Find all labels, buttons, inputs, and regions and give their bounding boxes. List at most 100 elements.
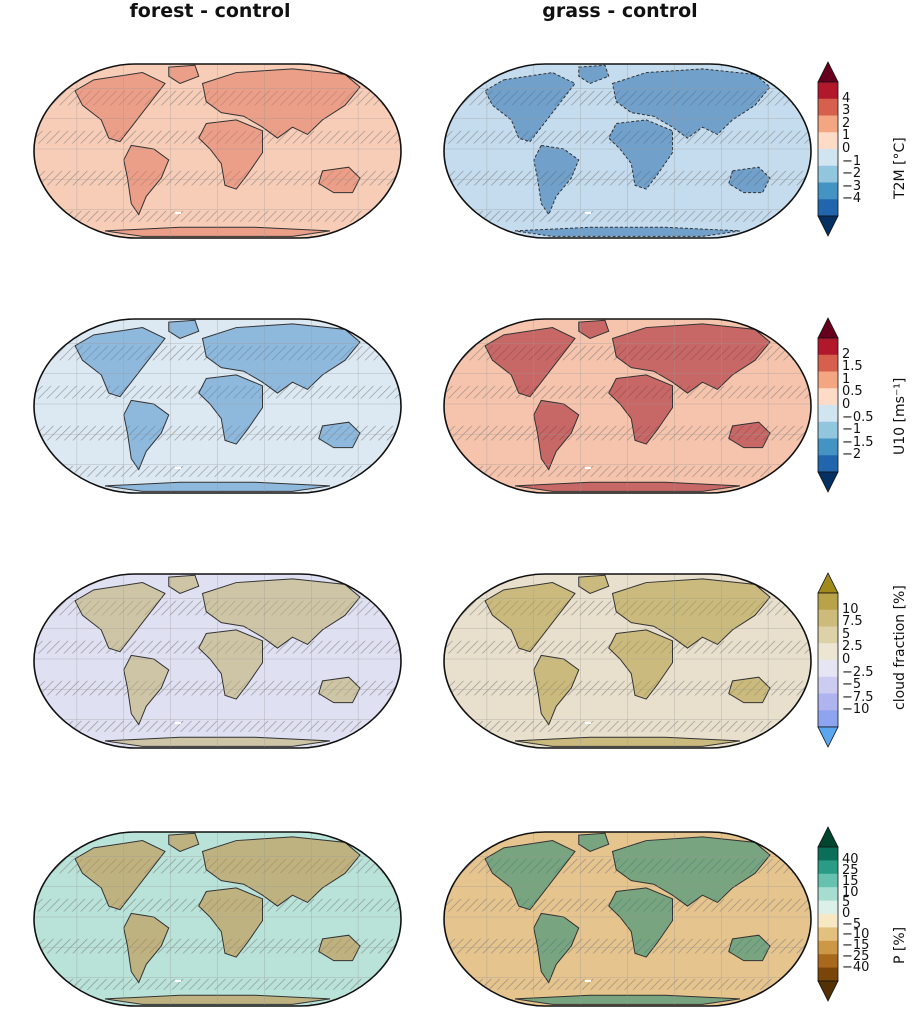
continent-outline	[318, 676, 361, 704]
continent-outline	[74, 327, 166, 398]
colorbar-3-tick-4: 5	[842, 895, 851, 911]
map-outline	[443, 63, 812, 239]
colorbar-1-tick-1: 1.5	[842, 359, 863, 375]
colorbar-2-tick-3: 2.5	[842, 639, 863, 655]
continent-outline	[533, 144, 580, 216]
mean-value-g	[175, 980, 181, 982]
colorbar-extend-bottom	[817, 215, 839, 237]
colorbar-segment	[818, 710, 838, 728]
colorbar-segment	[818, 593, 838, 611]
colorbar-segment	[818, 967, 838, 982]
map-outline	[33, 63, 402, 239]
continent-outline	[728, 934, 771, 962]
colorbar-3-tick-7: −10	[842, 927, 870, 943]
colorbar-3-tick-1: 25	[842, 863, 859, 879]
colorbar-1-tick-0: 2	[842, 346, 851, 362]
map-panel-d	[443, 318, 812, 494]
continent-outline	[608, 119, 673, 190]
continent-outline	[198, 119, 263, 190]
colorbar-2-label: cloud fraction [%]	[892, 585, 908, 710]
colorbar-0-tick-8: −4	[842, 191, 862, 207]
colorbar-segment	[818, 455, 838, 473]
continent-outline	[123, 654, 170, 726]
continent-outline	[484, 840, 576, 911]
colorbar-1-tick-3: 0.5	[842, 384, 863, 400]
mean-value-c	[175, 467, 181, 469]
colorbar-extend-bottom	[817, 471, 839, 493]
continent-outline	[198, 374, 263, 445]
colorbar-3-tick-9: −25	[842, 948, 870, 964]
continent-outline	[578, 574, 610, 595]
continent-outline	[728, 166, 771, 194]
continent-outline	[123, 399, 170, 471]
colorbar-2-tick-4: 0	[842, 652, 851, 667]
colorbar-1-tick-5: −0.5	[842, 409, 874, 425]
continent-outline	[578, 832, 610, 853]
map-outline	[33, 831, 402, 1007]
continent-outline	[611, 578, 771, 649]
mean-value-f	[585, 722, 591, 724]
colorbar-segment	[818, 132, 838, 150]
continent-outline	[201, 68, 361, 139]
continent-outline	[123, 912, 170, 984]
continent-outline	[168, 832, 200, 853]
map-panel-g	[33, 831, 402, 1007]
map-outline	[33, 573, 402, 749]
continent-outline	[74, 840, 166, 911]
colorbar-2-tick-6: −5	[842, 677, 862, 693]
colorbar-extend-top	[817, 826, 839, 848]
continent-outline	[198, 629, 263, 700]
colorbar-segment	[818, 847, 838, 861]
colorbar-2-tick-1: 7.5	[842, 614, 863, 630]
continent-outline	[611, 323, 771, 394]
colorbar-extend-top	[817, 61, 839, 83]
colorbar-segment	[818, 873, 838, 888]
colorbar-1-tick-8: −2	[842, 447, 862, 463]
colorbar-0-tick-7: −3	[842, 178, 862, 194]
map-panel-a	[33, 63, 402, 239]
colorbar-segment	[818, 149, 838, 167]
colorbar-1-tick-7: −1.5	[842, 434, 874, 450]
colorbar-0	[817, 61, 839, 237]
colorbar-0-tick-1: 3	[842, 103, 851, 119]
continent-outline	[533, 399, 580, 471]
colorbar-segment	[818, 98, 838, 116]
colorbar-2-tick-7: −7.5	[842, 689, 874, 705]
colorbar-0-tick-0: 4	[842, 90, 851, 106]
colorbar-extend-bottom	[817, 980, 839, 1002]
continent-outline	[484, 72, 576, 143]
mean-value-b	[585, 212, 591, 214]
colorbar-segment	[818, 182, 838, 200]
continent-outline	[608, 374, 673, 445]
colorbar-segment	[818, 693, 838, 711]
colorbar-3-tick-3: 10	[842, 884, 859, 900]
colorbar-3-tick-2: 15	[842, 873, 859, 889]
map-outline	[443, 318, 812, 494]
colorbar-0-tick-6: −2	[842, 166, 862, 182]
colorbar-segment	[818, 388, 838, 406]
continent-outline	[578, 319, 610, 340]
colorbar-segment	[818, 626, 838, 644]
colorbar-extend-top	[817, 317, 839, 339]
continent-outline	[123, 144, 170, 216]
colorbar-segment	[818, 338, 838, 356]
map-panel-b	[443, 63, 812, 239]
colorbar-1-tick-2: 1	[842, 371, 851, 387]
colorbar-3-label: P [%]	[892, 926, 908, 964]
colorbar-segment	[818, 165, 838, 183]
continent-outline	[168, 64, 200, 85]
continent-outline	[74, 582, 166, 653]
mean-value-e	[175, 722, 181, 724]
colorbar-0-tick-4: 0	[842, 141, 851, 156]
continent-outline	[533, 912, 580, 984]
colorbar-3-tick-10: −40	[842, 959, 870, 975]
colorbar-segment	[818, 421, 838, 439]
continent-outline	[611, 68, 771, 139]
colorbar-2-tick-0: 10	[842, 601, 859, 617]
continent-outline	[168, 574, 200, 595]
column-title-forest: forest - control	[129, 0, 291, 22]
continent-outline	[484, 582, 576, 653]
colorbar-segment	[818, 887, 838, 902]
continent-outline	[728, 421, 771, 449]
continent-outline	[318, 421, 361, 449]
